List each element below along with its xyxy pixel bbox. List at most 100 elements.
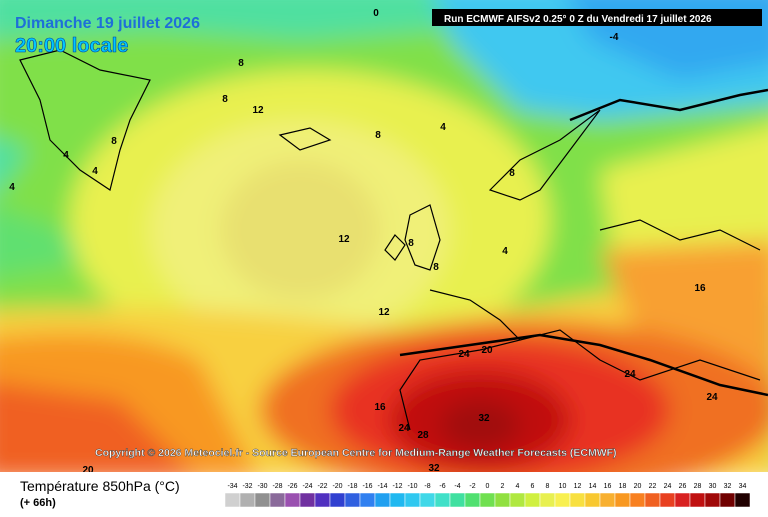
legend-tick: 30 (709, 483, 717, 490)
legend-tick: 8 (546, 483, 550, 490)
contour-label: 4 (502, 246, 508, 257)
contour-label: 24 (624, 369, 636, 380)
color-swatch (644, 492, 661, 508)
contour-label: 20 (82, 465, 94, 476)
color-swatch (674, 492, 691, 508)
legend-tick: 6 (531, 483, 535, 490)
color-swatch (359, 492, 376, 508)
color-swatch (554, 492, 571, 508)
contour-label: 16 (694, 283, 706, 294)
legend-title: Température 850hPa (°C) (20, 478, 180, 494)
color-swatch (734, 492, 751, 508)
legend-tick: -32 (242, 483, 252, 490)
color-swatch (404, 492, 421, 508)
legend-tick: 0 (486, 483, 490, 490)
color-swatch (494, 492, 511, 508)
legend-tick: -18 (347, 483, 357, 490)
temperature-field (0, 0, 768, 500)
legend-tick: -4 (454, 483, 460, 490)
contour-label: 24 (398, 423, 410, 434)
contour-label: 8 (375, 130, 381, 141)
legend-tick: -6 (439, 483, 445, 490)
colorbar: -34 -32 -30 -28 -26 -24 -22 -20 -18 -16 -14 -12 -10-… (224, 483, 751, 508)
legend-tick: -16 (362, 483, 372, 490)
color-swatch (599, 492, 616, 508)
legend-tick: 32 (724, 483, 732, 490)
contour-label: 4 (9, 182, 15, 193)
color-swatch (629, 492, 646, 508)
map-date: Dimanche 19 juillet 2026 (15, 15, 200, 32)
legend-tick: 2 (501, 483, 505, 490)
color-swatch (224, 492, 241, 508)
color-swatch (389, 492, 406, 508)
color-swatch (284, 492, 301, 508)
legend-tick: 12 (574, 483, 582, 490)
contour-label: 8 (433, 262, 439, 273)
color-swatch (509, 492, 526, 508)
legend-tick: -14 (377, 483, 387, 490)
color-swatch (434, 492, 451, 508)
contour-label: 12 (378, 307, 390, 318)
color-swatch (524, 492, 541, 508)
legend-tick: 26 (679, 483, 687, 490)
color-swatch (374, 492, 391, 508)
contour-label: 32 (478, 413, 490, 424)
contour-label: 28 (417, 430, 429, 441)
contour-labels: 0 -4 8 8 12 8 4 8 4 4 4 8 12 8 4 8 16 12 24 20 24 24 16 32 24 28 3… (9, 8, 718, 476)
color-swatch (689, 492, 706, 508)
legend-tick: 4 (516, 483, 520, 490)
color-swatch (419, 492, 436, 508)
legend-tick: 20 (634, 483, 642, 490)
color-swatch (239, 492, 256, 508)
color-swatch (479, 492, 496, 508)
legend-tick: 24 (664, 483, 672, 490)
color-swatch (584, 492, 601, 508)
contour-label: 8 (222, 94, 228, 105)
color-swatch (719, 492, 736, 508)
color-swatch (614, 492, 631, 508)
legend-tick: 10 (559, 483, 567, 490)
borders (399, 88, 768, 397)
contour-label: 0 (373, 8, 379, 19)
legend-tick: -2 (469, 483, 475, 490)
color-swatch (344, 492, 361, 508)
legend-tick: -20 (332, 483, 342, 490)
contour-label: 12 (252, 105, 264, 116)
legend-tick: 22 (649, 483, 657, 490)
legend-subtitle: (+ 66h) (20, 497, 56, 509)
legend-tick: 34 (739, 483, 747, 490)
legend-tick: -24 (302, 483, 312, 490)
contour-label: 4 (440, 122, 446, 133)
color-swatch (269, 492, 286, 508)
color-swatch (314, 492, 331, 508)
contour-label: -4 (610, 32, 619, 43)
color-swatch (254, 492, 271, 508)
legend-tick: -34 (227, 483, 237, 490)
coastlines (19, 49, 761, 431)
color-swatch (299, 492, 316, 508)
legend-tick: 14 (589, 483, 597, 490)
legend-tick: -10 (407, 483, 417, 490)
color-swatch (449, 492, 466, 508)
legend-tick: -12 (392, 483, 402, 490)
color-swatch (569, 492, 586, 508)
contour-label: 24 (458, 349, 470, 360)
contour-label: 4 (92, 166, 98, 177)
legend-tick: -28 (272, 483, 282, 490)
legend-tick: -8 (424, 483, 430, 490)
contour-label: 16 (374, 402, 386, 413)
contour-label: 20 (481, 345, 493, 356)
contour-label: 8 (238, 58, 244, 69)
color-swatch (539, 492, 556, 508)
contour-label: 4 (63, 150, 69, 161)
legend-tick: -30 (257, 483, 267, 490)
copyright: Copyright © 2026 Meteociel.fr - Source E… (95, 447, 617, 459)
contour-label: 8 (509, 168, 515, 179)
contour-label: 32 (428, 463, 440, 474)
contour-label: 8 (408, 238, 414, 249)
color-swatch (464, 492, 481, 508)
map-time: 20:00 locale (15, 35, 128, 57)
color-swatch (704, 492, 721, 508)
legend-tick: 18 (619, 483, 627, 490)
